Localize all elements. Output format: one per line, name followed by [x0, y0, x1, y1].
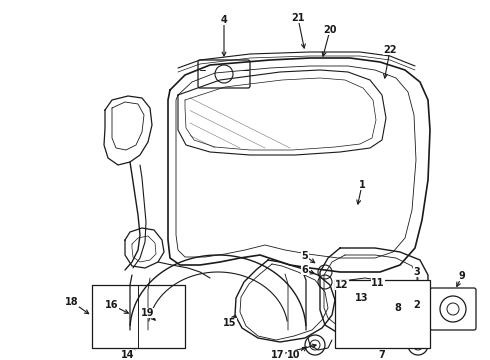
Text: 17: 17: [271, 350, 285, 360]
Text: 9: 9: [459, 271, 466, 281]
Text: 10: 10: [287, 350, 301, 360]
Text: 18: 18: [65, 297, 79, 307]
Text: 7: 7: [379, 350, 385, 360]
Text: 14: 14: [121, 350, 135, 360]
Text: 19: 19: [141, 308, 155, 318]
Text: 11: 11: [371, 278, 385, 288]
Text: 13: 13: [355, 293, 369, 303]
Text: 4: 4: [220, 15, 227, 25]
Bar: [335, 280, 430, 348]
FancyBboxPatch shape: [198, 60, 250, 88]
Text: 16: 16: [105, 300, 119, 310]
Text: 22: 22: [383, 45, 397, 55]
Text: 8: 8: [394, 303, 401, 313]
Text: 6: 6: [302, 265, 308, 275]
Text: 2: 2: [414, 300, 420, 310]
Text: 5: 5: [302, 251, 308, 261]
Text: 15: 15: [223, 318, 237, 328]
Text: 12: 12: [335, 280, 349, 290]
Text: 21: 21: [291, 13, 305, 23]
FancyBboxPatch shape: [430, 288, 476, 330]
Text: 20: 20: [323, 25, 337, 35]
Text: 1: 1: [359, 180, 366, 190]
Text: 3: 3: [414, 267, 420, 277]
